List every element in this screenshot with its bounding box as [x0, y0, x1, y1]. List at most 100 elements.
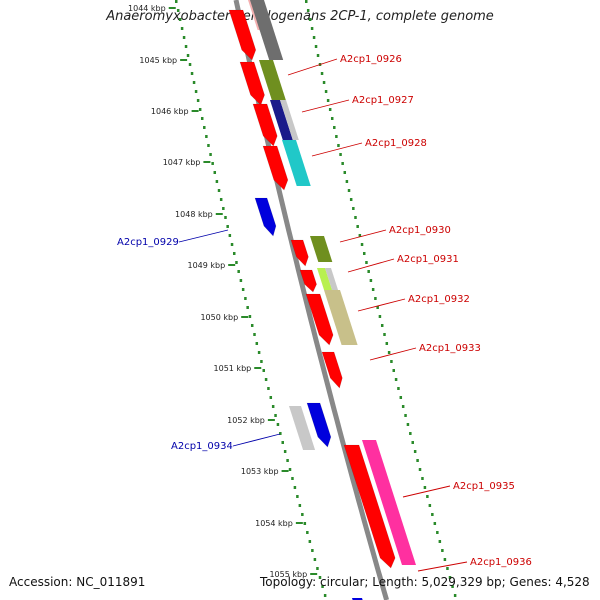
gene-label-a2cp1-0933[interactable]: A2cp1_0933	[419, 343, 481, 354]
outer-tick	[330, 117, 334, 120]
inner-tick	[293, 486, 297, 489]
gene-label-leader	[402, 485, 451, 498]
outer-tick	[436, 531, 439, 534]
inner-tick	[255, 342, 259, 345]
inner-tick	[288, 468, 292, 471]
gene-label-a2cp1-0928[interactable]: A2cp1_0928	[365, 138, 427, 149]
inner-tick	[232, 252, 236, 255]
inner-tick	[303, 522, 307, 525]
outer-tick	[421, 477, 424, 480]
inner-tick	[235, 261, 238, 264]
inner-tick	[239, 279, 243, 282]
gene-label-a2cp1-0936[interactable]: A2cp1_0936	[470, 557, 532, 568]
outer-tick	[446, 567, 449, 570]
outer-tick	[354, 216, 357, 219]
inner-tick	[176, 9, 180, 12]
outer-tick	[360, 243, 364, 246]
outer-tick	[376, 306, 379, 309]
outer-tick	[305, 0, 308, 3]
outer-tick	[453, 594, 457, 597]
inner-tick	[237, 270, 240, 273]
inner-tick	[182, 36, 186, 39]
inner-tick	[211, 162, 214, 165]
outer-tick	[423, 486, 427, 489]
outer-tick	[374, 297, 377, 300]
outer-tick	[411, 441, 414, 444]
scale-tick-label: 1046 kbp	[151, 107, 189, 116]
gene-block	[324, 290, 358, 345]
outer-tick	[441, 549, 444, 552]
gene-label-a2cp1-0934[interactable]: A2cp1_0934	[171, 441, 233, 452]
outer-tick	[308, 18, 312, 21]
inner-tick	[246, 306, 249, 309]
outer-tick	[418, 468, 422, 471]
length-label: Length:	[372, 575, 418, 589]
outer-tick	[333, 126, 336, 129]
inner-tick	[184, 45, 188, 48]
gene-label-a2cp1-0930[interactable]: A2cp1_0930	[389, 225, 451, 236]
gene-block	[325, 268, 339, 290]
genes-label: Genes:	[509, 575, 552, 589]
gene-block	[259, 60, 286, 100]
outer-tick	[387, 351, 391, 354]
inner-tick	[228, 234, 232, 237]
inner-tick-track	[175, 0, 327, 597]
inner-tick	[217, 189, 221, 192]
gene-features	[228, 0, 416, 600]
scale-labels: 1044 kbp 1045 kbp 1046 kbp 1047 kbp 1048 kbp…	[128, 4, 318, 579]
gene-arrow	[305, 293, 334, 346]
inner-tick	[198, 108, 202, 111]
gene-label-a2cp1-0931[interactable]: A2cp1_0931	[397, 254, 459, 265]
outer-tick	[320, 72, 324, 75]
inner-tick	[281, 441, 284, 444]
outer-tick	[413, 450, 417, 453]
gene-arrow	[262, 145, 289, 191]
gene-block	[317, 268, 333, 290]
accession-info: Accession: NC_011891	[9, 575, 145, 589]
inner-tick	[308, 540, 312, 543]
inner-tick	[286, 459, 289, 462]
outer-tick	[347, 189, 351, 192]
gene-label-a2cp1-0926[interactable]: A2cp1_0926	[340, 54, 402, 65]
gene-arrow	[252, 103, 278, 147]
gene-label-a2cp1-0927[interactable]: A2cp1_0927	[352, 95, 414, 106]
inner-tick	[318, 576, 322, 579]
inner-tick	[283, 450, 287, 453]
inner-tick	[269, 396, 273, 399]
inner-tick	[316, 567, 319, 570]
scale-tick-label: 1049 kbp	[187, 261, 225, 270]
gene-label-leader	[369, 347, 417, 361]
outer-tick	[406, 423, 410, 426]
gene-label-a2cp1-0932[interactable]: A2cp1_0932	[408, 294, 470, 305]
outer-tick	[365, 261, 368, 264]
inner-tick	[313, 558, 317, 561]
inner-tick	[323, 594, 327, 597]
inner-tick	[276, 423, 280, 426]
inner-tick	[203, 126, 206, 129]
inner-tick	[244, 297, 247, 300]
outer-tick	[345, 180, 349, 183]
outer-tick	[310, 27, 314, 30]
outer-tick	[326, 99, 330, 102]
inner-tick	[194, 90, 198, 93]
outer-tick	[306, 9, 310, 12]
outer-tick	[324, 90, 328, 93]
scale-tick-label: 1048 kbp	[175, 210, 213, 219]
inner-tick	[207, 144, 210, 147]
gene-arrow	[321, 351, 343, 389]
inner-tick	[192, 81, 196, 84]
gene-label-leader	[311, 142, 363, 157]
inner-tick	[224, 216, 227, 219]
outer-tick	[369, 279, 373, 282]
inner-tick	[321, 585, 324, 588]
gene-label-a2cp1-0935[interactable]: A2cp1_0935	[453, 481, 515, 492]
outer-tick	[383, 333, 386, 336]
inner-tick	[175, 0, 178, 3]
outer-tick	[352, 207, 355, 210]
inner-tick	[248, 315, 252, 318]
gene-label-a2cp1-0929[interactable]: A2cp1_0929	[117, 237, 179, 248]
outer-tick	[378, 315, 382, 318]
inner-tick	[250, 324, 254, 327]
gene-label-leader	[301, 99, 350, 113]
gene-arrow	[239, 61, 265, 106]
